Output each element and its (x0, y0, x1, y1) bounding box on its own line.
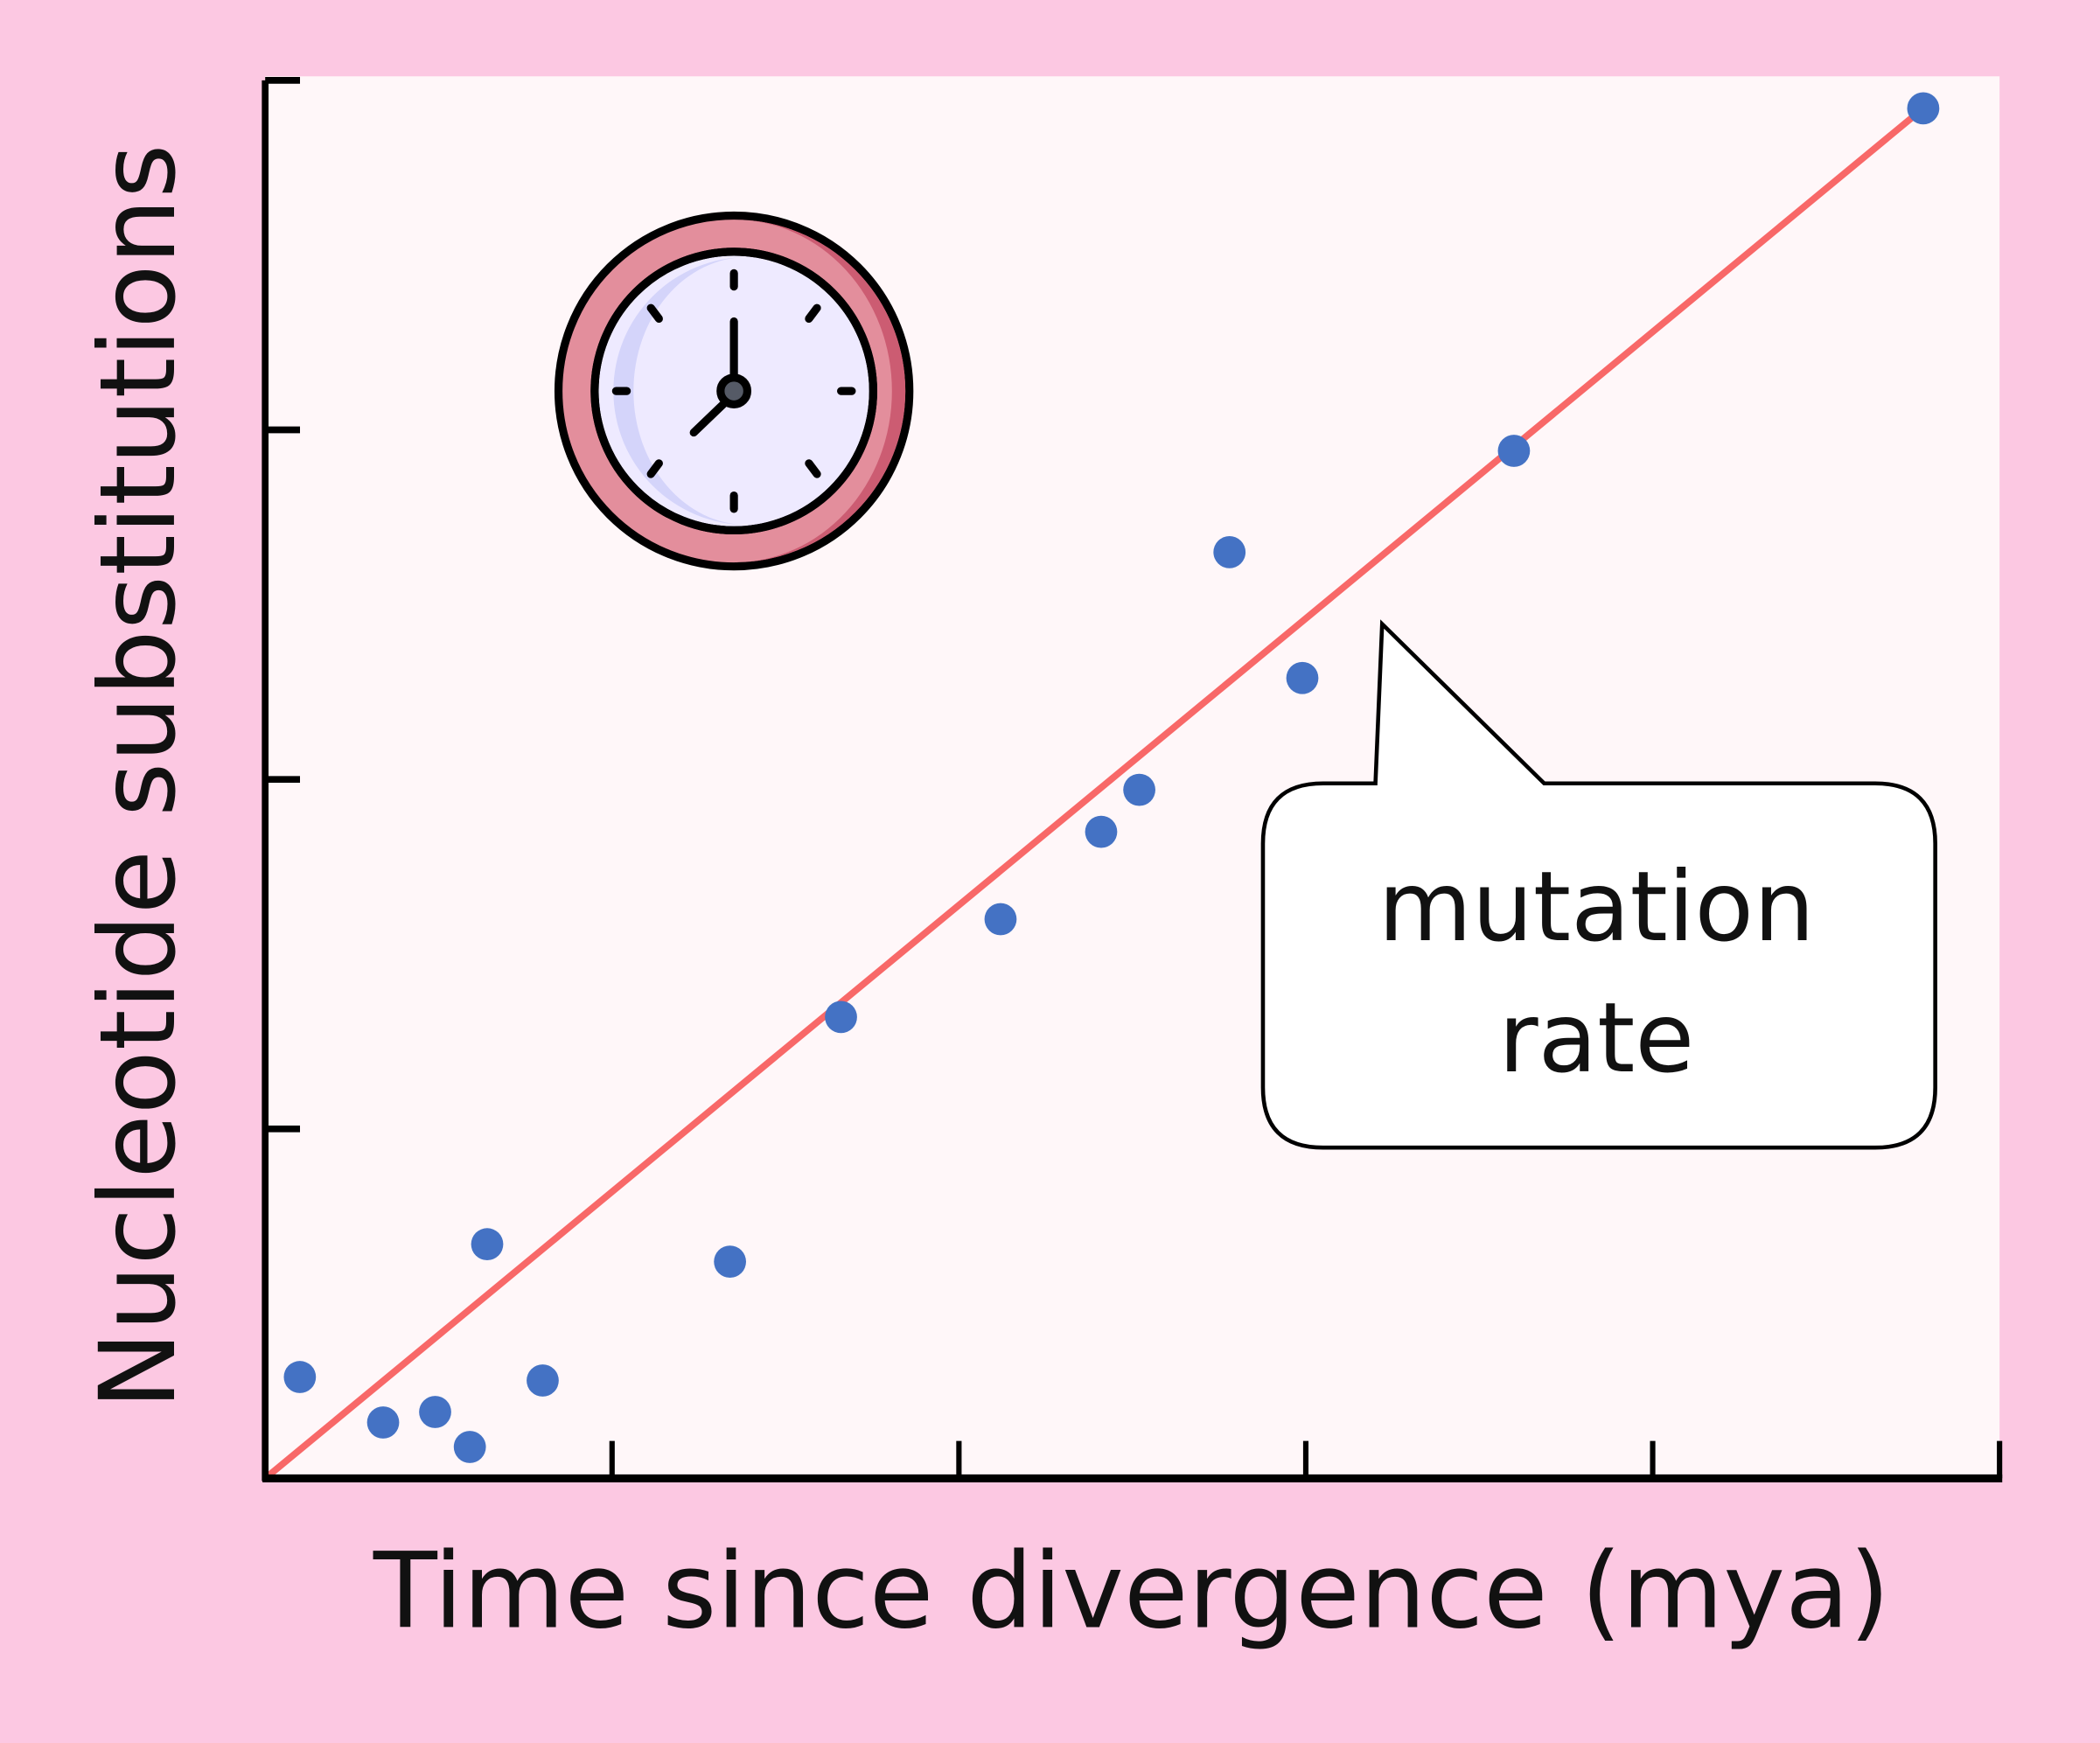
data-point (1497, 435, 1531, 467)
data-point (453, 1431, 486, 1463)
data-point (825, 1000, 857, 1034)
data-point (1907, 92, 1940, 125)
data-point (366, 1406, 400, 1439)
data-point (1213, 536, 1246, 568)
annotation-line-2: rate (1498, 982, 1694, 1094)
data-points (283, 92, 1940, 1463)
x-axis-label: Time since divergence (mya) (373, 1530, 1890, 1652)
data-point (714, 1245, 746, 1279)
axes (262, 77, 2003, 1483)
data-point (1286, 661, 1319, 694)
y-axis-label: Nucleotide substitutions (78, 144, 199, 1410)
data-point (471, 1228, 504, 1261)
clock-icon (554, 211, 914, 571)
annotation-callout: mutation rate (1260, 619, 1937, 1150)
data-point (527, 1364, 559, 1397)
data-point (419, 1396, 451, 1428)
data-point (1123, 773, 1155, 806)
data-point (283, 1361, 317, 1393)
annotation-line-1: mutation (1378, 851, 1815, 963)
data-point (1085, 815, 1118, 848)
trend-line (262, 105, 1926, 1482)
trend-line-group (262, 105, 1926, 1482)
data-point (984, 903, 1017, 936)
